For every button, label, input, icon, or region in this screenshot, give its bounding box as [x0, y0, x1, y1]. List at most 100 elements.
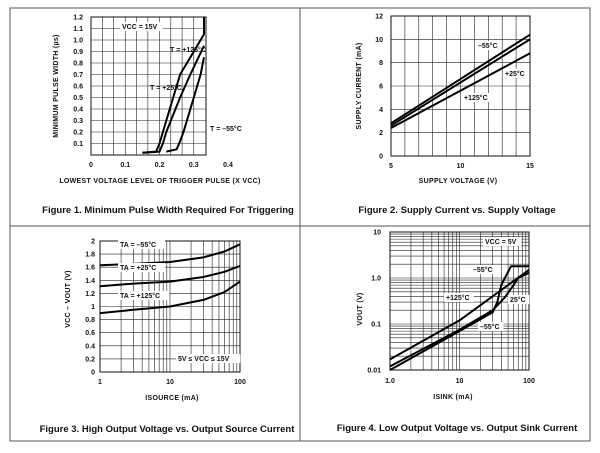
y-tick-label: 1.0 [73, 38, 83, 45]
annotation-background [118, 263, 165, 272]
x-tick-label: 15 [526, 163, 534, 170]
series-line-2 [390, 38, 531, 127]
x-tick-label: 5 [389, 163, 393, 170]
chart-4: 1.0 10 100 0.01 0.1 1.0 10 ISINK (mA) VOUT (V) VC… [337, 230, 578, 435]
x-tick-label: 10 [456, 378, 464, 385]
y-tick-label: 0.3 [73, 118, 83, 125]
y-tick-label: 0.5 [73, 95, 83, 102]
curve-annotation: T = –55°C [210, 125, 242, 133]
y-tick-label: 1.1 [73, 26, 83, 33]
y-tick-label: 0.1 [371, 322, 381, 329]
y-tick-label: 0.4 [73, 107, 83, 114]
y-tick-label: 4 [379, 107, 383, 114]
figure-caption: Figure 3. High Output Voltage vs. Output… [40, 424, 296, 435]
series-line-1 [390, 33, 531, 125]
x-axis-title: ISOURCE (mA) [145, 395, 198, 402]
curve-annotation: –55°C [478, 42, 498, 50]
curve-annotation: T = +25°C [150, 84, 182, 92]
curve-annotation: TA = –55°C [120, 241, 156, 249]
annotation-background [471, 265, 497, 274]
curve-annotation: 5V ≤ VCC ≤ 15V [178, 356, 230, 363]
x-tick-label: 10 [457, 163, 465, 170]
y-tick-label: 0 [379, 154, 383, 161]
y-tick-label: 0.6 [73, 84, 83, 91]
y-tick-label: 0.01 [367, 368, 381, 375]
curve-annotation: +25°C [505, 70, 525, 78]
figure-caption: Figure 1. Minimum Pulse Width Required F… [42, 205, 294, 216]
annotation-background [120, 22, 163, 31]
figure-caption: Figure 2. Supply Current vs. Supply Volt… [358, 205, 555, 216]
curve-annotation: TA = +25°C [120, 264, 156, 272]
curve-annotation: VCC = 15V [122, 24, 158, 31]
x-axis-title: SUPPLY VOLTAGE (V) [419, 178, 498, 185]
curve-annotation: +125°C [446, 294, 470, 302]
x-tick-label: 0.2 [155, 162, 165, 169]
y-tick-label: 0.8 [73, 61, 83, 68]
x-tick-label: 1 [98, 379, 102, 386]
y-axis-title: SUPPLY CURRENT (mA) [356, 43, 363, 130]
x-tick-label: 1.0 [385, 378, 395, 385]
y-tick-label: 10 [375, 37, 383, 44]
y-axis-title: MINIMUM PULSE WIDTH (µs) [53, 34, 60, 137]
annotation-background [478, 322, 504, 331]
y-tick-label: 1.6 [85, 265, 95, 272]
plot-frame [390, 15, 531, 157]
y-tick-label: 0.8 [85, 317, 95, 324]
series-line-2 [389, 271, 530, 368]
figure-caption: Figure 4. Low Output Voltage vs. Output … [337, 423, 578, 434]
y-tick-label: 1 [91, 304, 95, 311]
annotation-background [508, 295, 530, 304]
curve-annotation: –55°C [473, 266, 493, 274]
x-tick-label: 100 [523, 378, 535, 385]
annotation-background [118, 240, 165, 249]
y-tick-label: 8 [379, 60, 383, 67]
annotation-background [208, 124, 251, 133]
y-tick-label: 0.6 [85, 330, 95, 337]
annotation-background [483, 237, 522, 246]
y-tick-label: 1.4 [85, 278, 95, 285]
y-tick-label: 0.2 [85, 356, 95, 363]
x-axis-title: LOWEST VOLTAGE LEVEL OF TRIGGER PULSE (X… [59, 178, 260, 185]
y-axis-title: VOUT (V) [357, 292, 364, 325]
chart-3: 1 10 100 0 0.2 0.4 0.6 0.8 1 1.2 1.4 1.6 1.8 2 ISOURCE… [40, 239, 296, 436]
y-tick-label: 1.8 [85, 252, 95, 259]
curve-annotation: –55°C [480, 323, 500, 331]
y-tick-label: 0 [91, 370, 95, 377]
curve-annotation: 25°C [510, 296, 526, 304]
annotation-background [462, 93, 492, 102]
y-tick-label: 10 [373, 230, 381, 237]
series-line-1 [142, 17, 205, 154]
series-line-1 [389, 269, 530, 361]
plot-frame [90, 16, 207, 156]
annotation-background [444, 293, 474, 302]
series-line-3 [166, 57, 205, 153]
curve-annotation: +125°C [464, 94, 488, 102]
series-line-2 [99, 264, 241, 288]
x-tick-label: 0 [89, 162, 93, 169]
x-axis-title: ISINK (mA) [433, 394, 473, 401]
y-tick-label: 0.1 [73, 141, 83, 148]
y-tick-label: 1.2 [73, 15, 83, 22]
y-tick-label: 12 [375, 14, 383, 21]
x-tick-label: 0.4 [223, 162, 233, 169]
series-line-3 [389, 265, 529, 371]
series-line-3 [99, 280, 241, 315]
x-tick-label: 0.1 [120, 162, 130, 169]
curve-annotation: T = +125°C [170, 46, 206, 54]
y-tick-label: 2 [379, 130, 383, 137]
y-tick-label: 1.2 [85, 291, 95, 298]
series-line-3 [390, 52, 531, 129]
y-axis-title: VCC – VOUT (V) [65, 270, 72, 327]
series-line-2 [142, 45, 205, 154]
y-tick-label: 0.4 [85, 343, 95, 350]
chart-2: 5 10 15 0 2 4 6 8 10 12 SUPPLY VOLTAGE (V) SUPPLY C… [356, 14, 556, 217]
curve-annotation: TA = +125°C [120, 292, 160, 300]
x-tick-label: 0.3 [189, 162, 199, 169]
x-tick-label: 100 [234, 379, 246, 386]
x-tick-label: 10 [166, 379, 174, 386]
curve-annotation: VCC = 5V [485, 239, 517, 246]
y-tick-label: 6 [379, 84, 383, 91]
annotation-background [118, 291, 170, 300]
y-tick-label: 0.2 [73, 130, 83, 137]
